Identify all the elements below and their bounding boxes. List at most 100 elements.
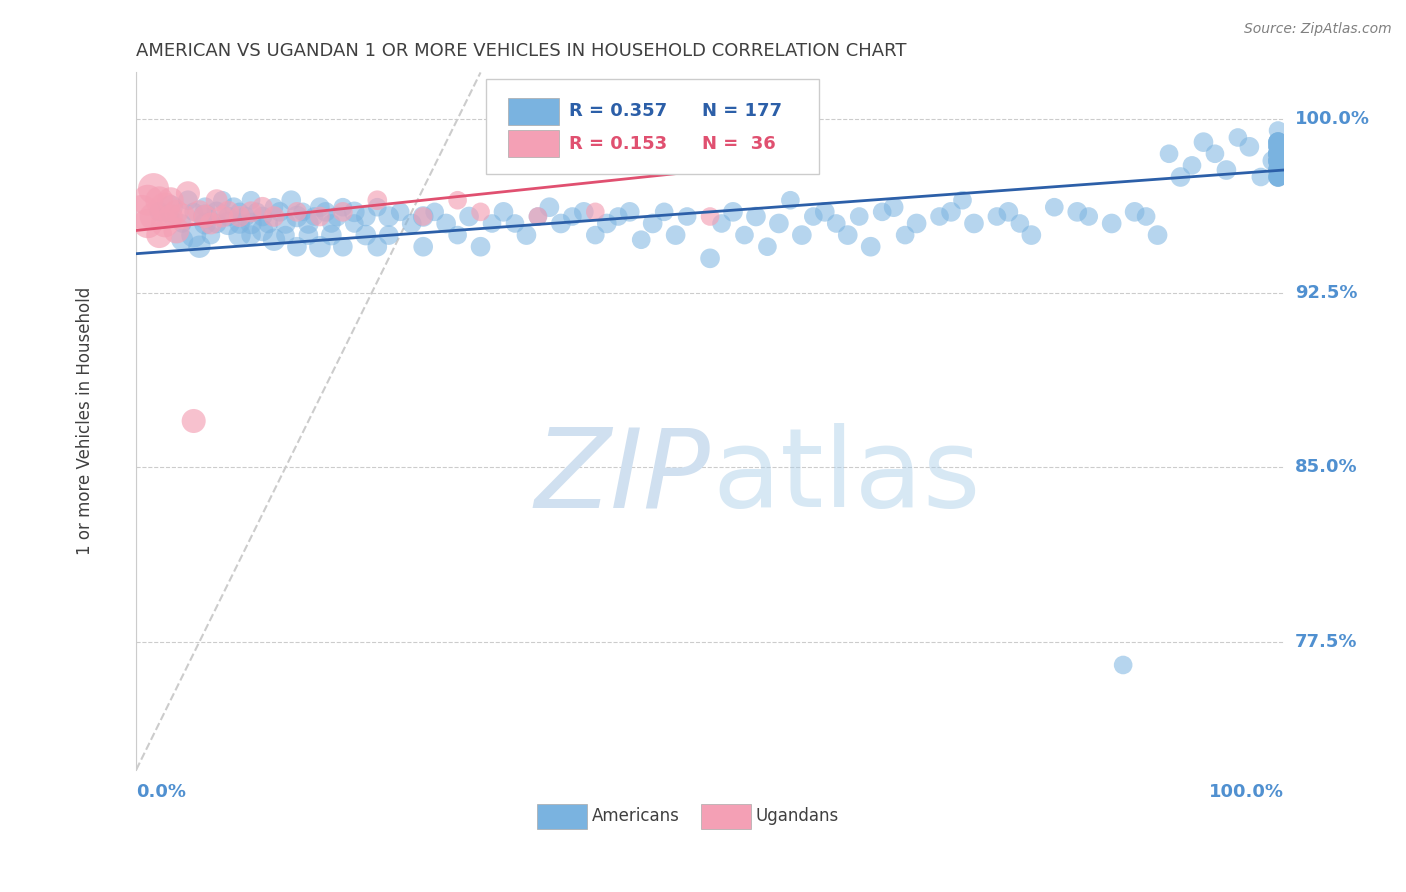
Point bbox=[470, 240, 492, 254]
Point bbox=[561, 210, 583, 224]
Point bbox=[252, 200, 274, 214]
Point bbox=[1267, 146, 1289, 161]
Point bbox=[263, 233, 285, 247]
Point bbox=[550, 217, 572, 231]
Point bbox=[721, 205, 744, 219]
Point bbox=[1112, 658, 1135, 673]
Point bbox=[905, 217, 928, 231]
Point bbox=[1267, 140, 1289, 154]
Point bbox=[1008, 217, 1031, 231]
Point bbox=[377, 228, 399, 243]
Point bbox=[188, 205, 211, 219]
Point bbox=[1267, 163, 1289, 178]
Point bbox=[870, 205, 893, 219]
Point bbox=[1267, 163, 1289, 178]
Point bbox=[492, 205, 515, 219]
Point bbox=[246, 205, 269, 219]
Point bbox=[963, 217, 986, 231]
Point bbox=[745, 210, 768, 224]
Point bbox=[676, 210, 699, 224]
Point bbox=[183, 205, 205, 219]
Text: N = 177: N = 177 bbox=[702, 103, 782, 120]
Point bbox=[366, 200, 388, 214]
Point bbox=[1077, 210, 1099, 224]
Point bbox=[1267, 153, 1289, 168]
Point bbox=[217, 210, 239, 224]
Point bbox=[1267, 169, 1289, 184]
Point bbox=[1267, 169, 1289, 184]
Point bbox=[159, 210, 181, 224]
Point bbox=[1267, 135, 1289, 149]
Point bbox=[1135, 210, 1157, 224]
Text: Americans: Americans bbox=[592, 807, 679, 825]
Point bbox=[1043, 200, 1066, 214]
Point bbox=[1215, 163, 1237, 178]
Point bbox=[446, 193, 468, 207]
Text: atlas: atlas bbox=[713, 424, 981, 530]
Point bbox=[412, 210, 434, 224]
Point bbox=[1267, 169, 1289, 184]
Point bbox=[228, 217, 250, 231]
Point bbox=[1267, 153, 1289, 168]
Point bbox=[883, 200, 905, 214]
Point bbox=[470, 205, 492, 219]
Point bbox=[172, 217, 194, 231]
Text: 85.0%: 85.0% bbox=[1295, 458, 1358, 476]
Point bbox=[481, 217, 503, 231]
Point bbox=[321, 228, 343, 243]
Point bbox=[952, 193, 974, 207]
Point bbox=[1267, 146, 1289, 161]
Text: AMERICAN VS UGANDAN 1 OR MORE VEHICLES IN HOUSEHOLD CORRELATION CHART: AMERICAN VS UGANDAN 1 OR MORE VEHICLES I… bbox=[136, 42, 907, 60]
Point bbox=[183, 228, 205, 243]
FancyBboxPatch shape bbox=[537, 804, 588, 829]
Point bbox=[309, 200, 332, 214]
Point bbox=[619, 205, 641, 219]
Point bbox=[458, 210, 481, 224]
Point bbox=[194, 217, 217, 231]
Point bbox=[1267, 169, 1289, 184]
Point bbox=[801, 210, 824, 224]
Point bbox=[1066, 205, 1088, 219]
Point bbox=[1267, 146, 1289, 161]
Point bbox=[1146, 228, 1168, 243]
Point bbox=[814, 205, 837, 219]
FancyBboxPatch shape bbox=[508, 97, 558, 126]
Point bbox=[205, 205, 228, 219]
Point bbox=[240, 228, 263, 243]
Point bbox=[859, 240, 882, 254]
Point bbox=[1267, 123, 1289, 137]
Point bbox=[1267, 146, 1289, 161]
Point bbox=[1267, 153, 1289, 168]
Point bbox=[1267, 140, 1289, 154]
Point bbox=[1267, 146, 1289, 161]
Point bbox=[131, 205, 153, 219]
Point bbox=[274, 217, 297, 231]
FancyBboxPatch shape bbox=[700, 804, 751, 829]
Point bbox=[1267, 169, 1289, 184]
Point bbox=[1267, 153, 1289, 168]
Text: ZIP: ZIP bbox=[534, 424, 710, 530]
Point bbox=[538, 200, 561, 214]
Point bbox=[1021, 228, 1043, 243]
Point bbox=[315, 205, 337, 219]
Point bbox=[240, 217, 263, 231]
Point bbox=[1267, 153, 1289, 168]
Text: 100.0%: 100.0% bbox=[1295, 110, 1369, 128]
Point bbox=[153, 217, 176, 231]
Point bbox=[136, 193, 159, 207]
Point bbox=[1239, 140, 1261, 154]
Point bbox=[583, 228, 606, 243]
Point bbox=[1267, 140, 1289, 154]
Point bbox=[205, 217, 228, 231]
Point bbox=[756, 240, 779, 254]
Point bbox=[302, 210, 325, 224]
Point bbox=[434, 217, 457, 231]
Point bbox=[309, 210, 332, 224]
Text: 92.5%: 92.5% bbox=[1295, 285, 1357, 302]
Point bbox=[366, 193, 388, 207]
Point bbox=[177, 193, 200, 207]
Point bbox=[1267, 146, 1289, 161]
Point bbox=[779, 193, 801, 207]
Point bbox=[848, 210, 870, 224]
Point bbox=[837, 228, 859, 243]
